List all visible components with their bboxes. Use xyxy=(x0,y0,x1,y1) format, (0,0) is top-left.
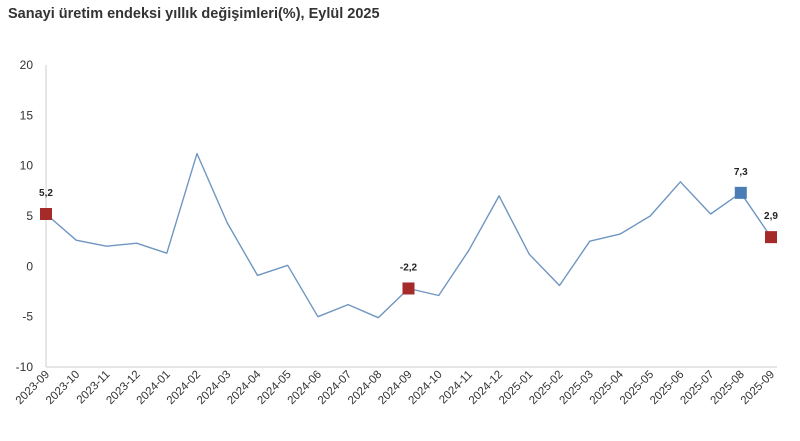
highlight-marker xyxy=(734,186,747,199)
y-tick-label: 5 xyxy=(26,209,33,223)
data-label: 2,9 xyxy=(764,211,778,222)
y-tick-label: 0 xyxy=(26,259,33,273)
data-labels: 5,2 -2,2 7,3 2,9 xyxy=(39,167,778,274)
data-label: -2,2 xyxy=(400,262,418,273)
y-tick-label: 20 xyxy=(20,58,34,72)
y-tick-label: 10 xyxy=(20,159,34,173)
y-tick-label: 15 xyxy=(20,108,34,122)
data-label: 5,2 xyxy=(39,188,53,199)
highlight-marker xyxy=(402,282,415,295)
x-tick-labels: 2023-092023-102023-112023-122024-012024-… xyxy=(14,368,777,407)
x-tick-label: 2024-10 xyxy=(406,369,444,407)
chart-title: Sanayi üretim endeksi yıllık değişimleri… xyxy=(8,6,380,22)
x-tick-label: 2025-09 xyxy=(739,369,777,407)
y-tick-label: -10 xyxy=(16,360,34,374)
axes xyxy=(45,65,777,368)
x-tick-label: 2023-10 xyxy=(44,369,82,407)
y-tick-label: -5 xyxy=(22,310,33,324)
highlight-marker xyxy=(40,207,52,220)
highlight-marker xyxy=(765,231,777,244)
y-tick-labels: -10 -5 0 5 10 15 20 xyxy=(16,58,34,374)
data-label: 7,3 xyxy=(734,167,748,178)
highlight-markers xyxy=(40,186,777,295)
